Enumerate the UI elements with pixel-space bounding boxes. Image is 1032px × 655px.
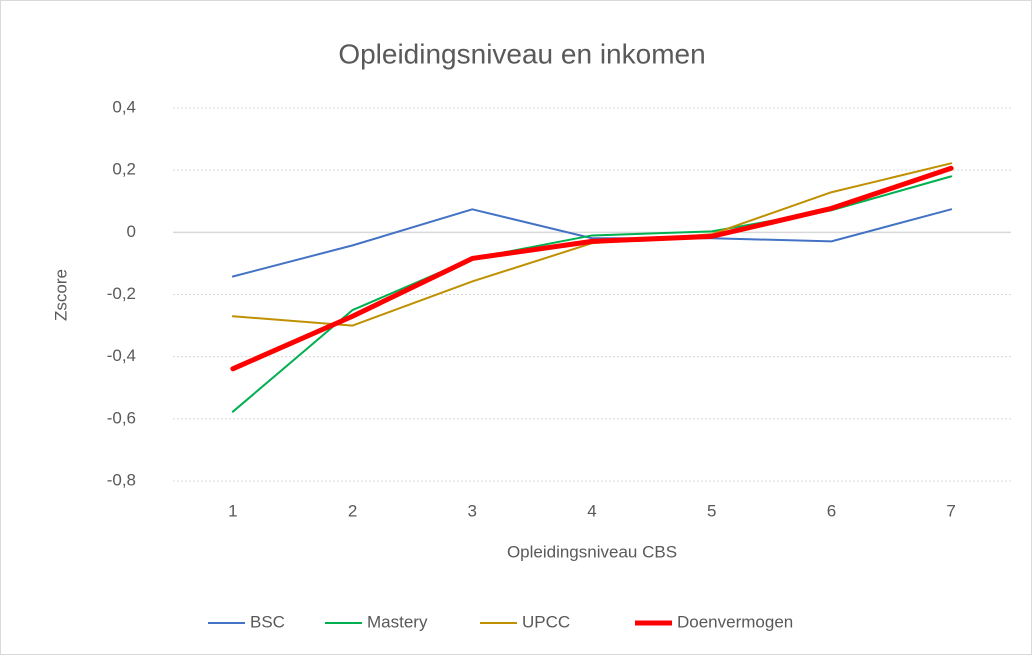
x-axis-label: Opleidingsniveau CBS [507,542,677,561]
y-tick-label: -0,4 [107,346,136,365]
x-tick-label: 2 [348,501,357,520]
legend-label: Mastery [367,612,428,631]
series-line [230,165,954,372]
y-tick-label: -0,8 [107,470,136,489]
x-tick-label: 3 [468,501,477,520]
x-tick-label: 1 [228,501,237,520]
y-axis-label: Zscore [51,269,70,321]
y-tick-label: 0,2 [112,160,136,179]
y-tick-label: -0,6 [107,408,136,427]
x-tick-label: 7 [946,501,955,520]
legend-label: BSC [250,612,285,631]
series-line [231,208,953,278]
y-tick-label: 0,4 [112,97,136,116]
x-tick-label: 5 [707,501,716,520]
x-tick-label: 4 [587,501,596,520]
chart-title: Opleidingsniveau en inkomen [338,38,705,69]
y-tick-label: -0,2 [107,284,136,303]
x-tick-label: 6 [827,501,836,520]
legend-label: UPCC [522,612,570,631]
y-tick-label: 0 [127,222,136,241]
legend-label: Doenvermogen [677,612,793,631]
